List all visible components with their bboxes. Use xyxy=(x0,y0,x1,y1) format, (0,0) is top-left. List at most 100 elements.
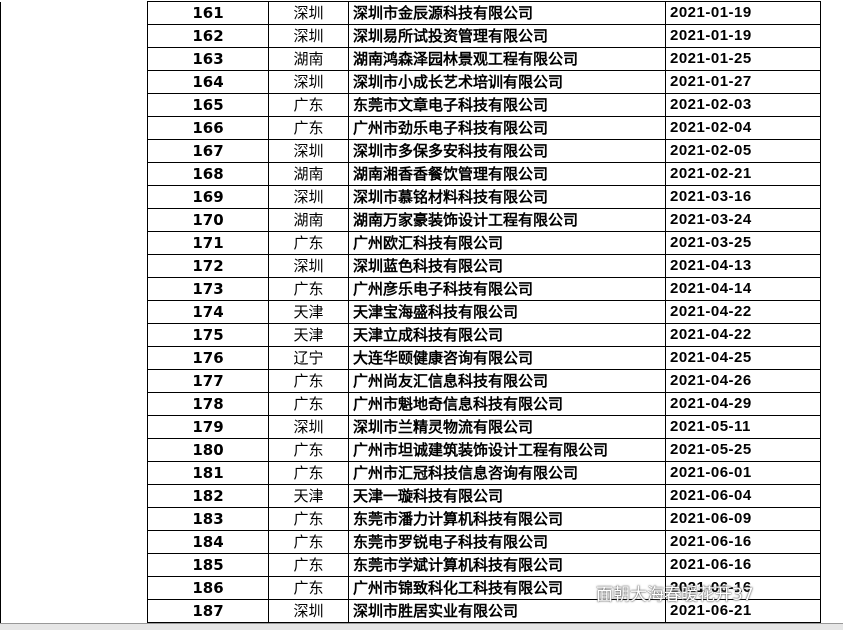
empty-cell xyxy=(0,346,148,370)
empty-cell xyxy=(0,576,148,600)
date: 2021-05-25 xyxy=(665,438,821,462)
date: 2021-05-11 xyxy=(665,415,821,439)
company-name: 大连华颐健康咨询有限公司 xyxy=(348,346,666,370)
date: 2021-04-25 xyxy=(665,346,821,370)
table-row: 179 深圳 深圳市兰精灵物流有限公司 2021-05-11 xyxy=(0,415,821,439)
table-row: 180 广东 广州市坦诚建筑装饰设计工程有限公司 2021-05-25 xyxy=(0,438,821,462)
empty-cell xyxy=(0,323,148,347)
region: 广东 xyxy=(268,438,349,462)
company-name: 天津一璇科技有限公司 xyxy=(348,484,666,508)
table-row: 166 广东 广州市劲乐电子科技有限公司 2021-02-04 xyxy=(0,116,821,140)
row-number: 181 xyxy=(147,461,269,485)
company-name: 东莞市学斌计算机科技有限公司 xyxy=(348,553,666,577)
date: 2021-04-14 xyxy=(665,277,821,301)
empty-cell xyxy=(0,392,148,416)
company-name: 东莞市文章电子科技有限公司 xyxy=(348,93,666,117)
data-table: 161 深圳 深圳市金辰源科技有限公司 2021-01-19 162 深圳 深圳易所试投资管… xyxy=(0,1,821,623)
date: 2021-06-04 xyxy=(665,484,821,508)
company-name: 深圳市多保多安科技有限公司 xyxy=(348,139,666,163)
region: 深圳 xyxy=(268,415,349,439)
empty-cell xyxy=(0,484,148,508)
company-name: 湖南湘香香餐饮管理有限公司 xyxy=(348,162,666,186)
date: 2021-03-25 xyxy=(665,231,821,255)
date: 2021-01-19 xyxy=(665,1,821,25)
date: 2021-02-21 xyxy=(665,162,821,186)
date: 2021-04-22 xyxy=(665,300,821,324)
company-name: 深圳易所试投资管理有限公司 xyxy=(348,24,666,48)
empty-cell xyxy=(0,231,148,255)
date: 2021-06-16 xyxy=(665,530,821,554)
row-number: 170 xyxy=(147,208,269,232)
table-row: 165 广东 东莞市文章电子科技有限公司 2021-02-03 xyxy=(0,93,821,117)
date: 2021-06-21 xyxy=(665,599,821,623)
empty-cell xyxy=(0,599,148,623)
table-row: 169 深圳 深圳市慕铭材料科技有限公司 2021-03-16 xyxy=(0,185,821,209)
company-name: 深圳市胜居实业有限公司 xyxy=(348,599,666,623)
date: 2021-01-25 xyxy=(665,47,821,71)
region: 湖南 xyxy=(268,208,349,232)
table-row: 162 深圳 深圳易所试投资管理有限公司 2021-01-19 xyxy=(0,24,821,48)
region: 广东 xyxy=(268,507,349,531)
region: 广东 xyxy=(268,277,349,301)
row-number: 163 xyxy=(147,47,269,71)
table-row: 181 广东 广州市汇冠科技信息咨询有限公司 2021-06-01 xyxy=(0,461,821,485)
table-row: 176 辽宁 大连华颐健康咨询有限公司 2021-04-25 xyxy=(0,346,821,370)
company-name: 广州欧汇科技有限公司 xyxy=(348,231,666,255)
company-name: 深圳市小成长艺术培训有限公司 xyxy=(348,70,666,94)
row-number: 174 xyxy=(147,300,269,324)
empty-cell xyxy=(0,1,148,25)
region: 深圳 xyxy=(268,1,349,25)
row-number: 186 xyxy=(147,576,269,600)
row-number: 182 xyxy=(147,484,269,508)
row-number: 166 xyxy=(147,116,269,140)
region: 湖南 xyxy=(268,162,349,186)
table-row: 175 天津 天津立成科技有限公司 2021-04-22 xyxy=(0,323,821,347)
empty-cell xyxy=(0,461,148,485)
table-row: 182 天津 天津一璇科技有限公司 2021-06-04 xyxy=(0,484,821,508)
table-row: 168 湖南 湖南湘香香餐饮管理有限公司 2021-02-21 xyxy=(0,162,821,186)
company-name: 广州市汇冠科技信息咨询有限公司 xyxy=(348,461,666,485)
region: 深圳 xyxy=(268,185,349,209)
date: 2021-06-16 xyxy=(665,553,821,577)
empty-cell xyxy=(0,93,148,117)
company-name: 广州市劲乐电子科技有限公司 xyxy=(348,116,666,140)
empty-cell xyxy=(0,277,148,301)
empty-cell xyxy=(0,300,148,324)
region: 广东 xyxy=(268,530,349,554)
empty-cell xyxy=(0,208,148,232)
row-number: 175 xyxy=(147,323,269,347)
company-name: 深圳市兰精灵物流有限公司 xyxy=(348,415,666,439)
date: 2021-02-04 xyxy=(665,116,821,140)
empty-cell xyxy=(0,507,148,531)
row-number: 187 xyxy=(147,599,269,623)
region: 深圳 xyxy=(268,139,349,163)
region: 深圳 xyxy=(268,24,349,48)
region: 广东 xyxy=(268,576,349,600)
company-name: 东莞市罗锐电子科技有限公司 xyxy=(348,530,666,554)
row-number: 178 xyxy=(147,392,269,416)
row-number: 162 xyxy=(147,24,269,48)
row-number: 183 xyxy=(147,507,269,531)
region: 湖南 xyxy=(268,47,349,71)
empty-cell xyxy=(0,116,148,140)
company-name: 广州尚友汇信息科技有限公司 xyxy=(348,369,666,393)
region: 广东 xyxy=(268,116,349,140)
empty-cell xyxy=(0,530,148,554)
sheet-tabs[interactable] xyxy=(0,623,843,630)
empty-cell xyxy=(0,185,148,209)
table-row: 178 广东 广州市魁地奇信息科技有限公司 2021-04-29 xyxy=(0,392,821,416)
table-row: 163 湖南 湖南鸿森泽园林景观工程有限公司 2021-01-25 xyxy=(0,47,821,71)
company-name: 深圳市金辰源科技有限公司 xyxy=(348,1,666,25)
region: 深圳 xyxy=(268,254,349,278)
region: 辽宁 xyxy=(268,346,349,370)
company-name: 广州市坦诚建筑装饰设计工程有限公司 xyxy=(348,438,666,462)
company-name: 广州市魁地奇信息科技有限公司 xyxy=(348,392,666,416)
company-name: 天津立成科技有限公司 xyxy=(348,323,666,347)
region: 广东 xyxy=(268,93,349,117)
row-number: 179 xyxy=(147,415,269,439)
empty-cell xyxy=(0,24,148,48)
date: 2021-04-29 xyxy=(665,392,821,416)
row-number: 167 xyxy=(147,139,269,163)
region: 天津 xyxy=(268,300,349,324)
company-name: 广州市锦致科化工科技有限公司 xyxy=(348,576,666,600)
